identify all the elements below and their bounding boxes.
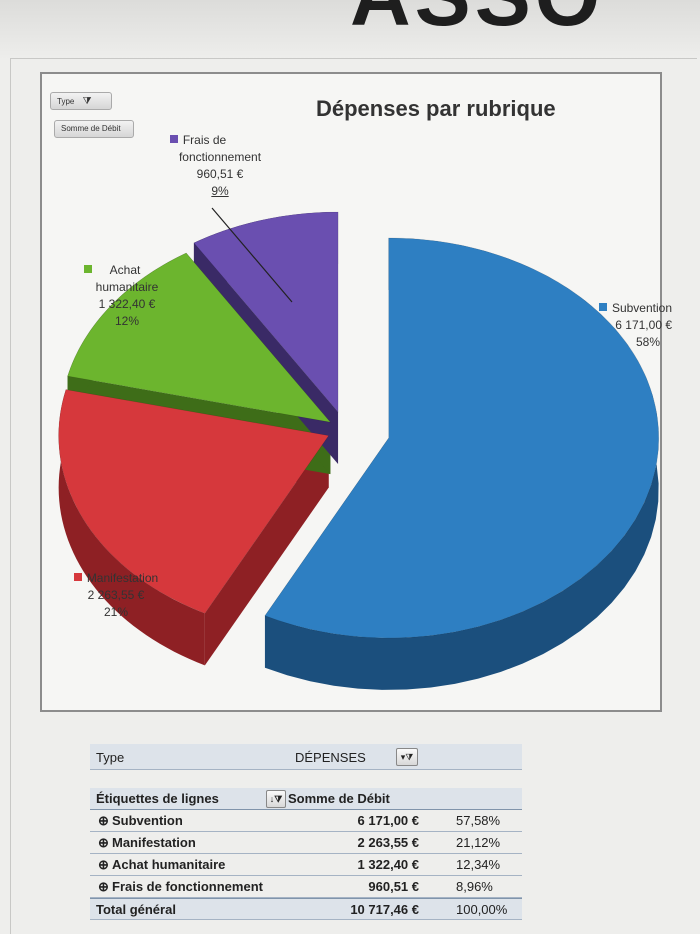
label-manifestation: Manifestation 2 263,55 € 21% [60,570,172,621]
pivot-filter-row: Type DÉPENSES ▾⧩ [90,744,522,770]
row-percent: 12,34% [456,857,501,872]
chart-title: Dépenses par rubrique [316,96,556,121]
label-line: Frais de [182,133,227,147]
pivot-filter-dropdown-icon[interactable]: ▾⧩ [396,748,418,766]
pivot-col-labels: Étiquettes de lignes [96,791,219,806]
row-label: Achat humanitaire [112,857,226,872]
pie-slice-achat-humanitaire [67,252,332,423]
label-value: 2 263,55 € [87,588,145,602]
label-line: Subvention [611,301,672,315]
label-line: fonctionnement [178,150,262,164]
label-percent: 58% [635,335,660,349]
page-top-shadow [0,0,700,60]
sum-field-label: Somme de Débit [61,124,121,133]
label-subvention: Subvention 6 171,00 € 58% [568,300,672,351]
row-value: 6 171,00 € [357,813,419,828]
expand-icon[interactable]: ⊕ [98,879,109,894]
row-value: 960,51 € [368,879,419,894]
row-value: 2 263,55 € [357,835,419,850]
pie-slice-subvention [264,237,660,639]
table-row: ⊕ Subvention 6 171,00 € 57,58% [90,810,522,832]
table-row: ⊕ Achat humanitaire 1 322,40 € 12,34% [90,854,522,876]
pie-slice-side [58,389,205,666]
label-line: Achat [109,263,141,277]
row-label: Frais de fonctionnement [112,879,263,894]
pivot-header-row: Étiquettes de lignes ↓⧩ Somme de Débit [90,788,522,810]
label-value: 1 322,40 € [98,297,156,311]
row-percent: 8,96% [456,879,493,894]
filter-icon: ⧩ [82,96,92,107]
label-value: 6 171,00 € [615,318,672,332]
pie-slice-wall [204,435,329,666]
label-percent: 21% [103,605,129,619]
pivot-total-percent: 100,00% [456,902,508,917]
label-line: Manifestation [86,571,159,585]
sum-field-button[interactable]: Somme de Débit [54,120,134,138]
legend-swatch-blue [598,303,607,311]
expand-icon[interactable]: ⊕ [98,857,109,872]
label-frais-fonctionnement: Frais de fonctionnement 960,51 € 9% [160,132,280,200]
row-label: Subvention [112,813,183,828]
pivot-spacer [90,770,522,788]
table-row: ⊕ Frais de fonctionnement 960,51 € 8,96% [90,876,522,898]
legend-swatch-red [73,573,82,581]
pivot-table: Type DÉPENSES ▾⧩ Étiquettes de lignes ↓⧩… [90,744,522,920]
label-percent: 12% [114,314,140,328]
expand-icon[interactable]: ⊕ [98,813,109,828]
pie-slice-frais-de-fonctionnement [193,211,339,413]
pivot-total-value: 10 717,46 € [350,902,419,917]
leader-line [211,207,293,303]
pie-slice-side [264,237,659,690]
document-heading-fragment: ASSO [350,0,604,45]
type-filter-label: Type [57,97,75,106]
legend-swatch-purple [169,135,178,143]
label-line: humanitaire [95,280,159,294]
pivot-filter-label: Type [96,750,125,765]
pivot-body: ⊕ Subvention 6 171,00 €57,58% ⊕ Manifestatio… [90,810,522,898]
row-percent: 57,58% [456,813,501,828]
row-percent: 21,12% [456,835,501,850]
label-percent: 9% [211,184,229,198]
row-labels-sort-filter-icon[interactable]: ↓⧩ [266,790,286,808]
pivot-filter-value: DÉPENSES [295,750,366,765]
expand-icon[interactable]: ⊕ [98,835,109,850]
pie-slice-manifestation [58,389,330,614]
worksheet-frame [10,58,697,934]
legend-swatch-green [83,265,92,273]
row-label: Manifestation [112,835,196,850]
label-value: 960,51 € [196,167,244,181]
type-filter-button[interactable]: Type ⧩ [50,92,112,110]
pivot-total-row: Total général 10 717,46 € 100,00% [90,898,522,920]
label-achat-humanitaire: Achat humanitaire 1 322,40 € 12% [72,262,182,330]
pivot-col-sum: Somme de Débit [288,791,390,806]
table-row: ⊕ Manifestation 2 263,55 € 21,12% [90,832,522,854]
pivot-total-label: Total général [96,902,176,917]
row-value: 1 322,40 € [357,857,419,872]
